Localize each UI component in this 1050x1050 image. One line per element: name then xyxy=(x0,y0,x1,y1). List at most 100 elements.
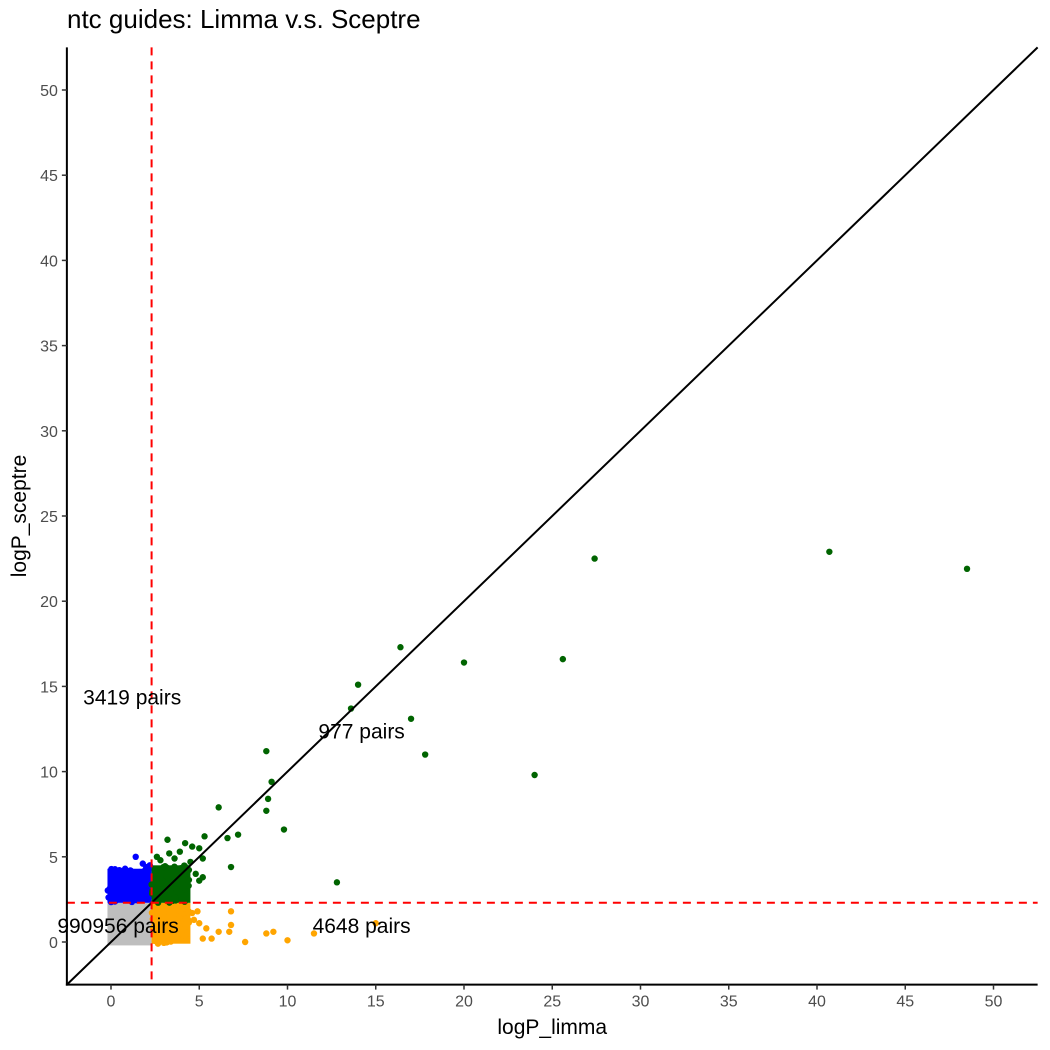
point xyxy=(124,884,131,892)
point-both_significant xyxy=(201,833,208,840)
x-tick-label: 10 xyxy=(279,994,297,1011)
point xyxy=(145,870,152,877)
point xyxy=(155,928,163,935)
y-tick-label: 10 xyxy=(40,765,58,782)
point-both_significant xyxy=(164,836,171,843)
point-limma_only xyxy=(263,930,270,937)
x-tick-label: 5 xyxy=(195,994,204,1011)
point-limma_only xyxy=(190,916,198,924)
scatter-points xyxy=(109,548,971,946)
point-both_significant xyxy=(153,853,161,860)
point xyxy=(149,924,157,931)
point-limma_only xyxy=(199,935,206,942)
point-both_significant xyxy=(160,863,168,871)
x-tick-label: 35 xyxy=(720,994,738,1011)
y-tick-label: 40 xyxy=(40,253,58,270)
y-tick-label: 35 xyxy=(40,339,58,356)
point xyxy=(181,862,188,869)
point xyxy=(167,911,175,919)
x-tick-label: 50 xyxy=(985,994,1003,1011)
point xyxy=(125,891,132,898)
y-tick-label: 0 xyxy=(49,935,58,952)
point xyxy=(130,883,137,891)
point-both_significant xyxy=(234,831,242,838)
point-both_significant xyxy=(531,771,538,779)
point xyxy=(110,891,117,899)
point-both_significant xyxy=(826,548,833,555)
point-both_significant xyxy=(176,848,184,855)
point xyxy=(157,880,165,887)
point xyxy=(104,887,111,894)
point-both_significant xyxy=(188,843,196,850)
point xyxy=(153,887,160,894)
x-tick-label: 40 xyxy=(808,994,826,1011)
x-tick-label: 30 xyxy=(632,994,650,1011)
annotation-neither: 990956 pairs xyxy=(57,915,178,938)
annotation-limma_only: 4648 pairs xyxy=(313,915,411,938)
point xyxy=(185,876,193,884)
point-limma_only xyxy=(227,921,235,929)
point-both_significant xyxy=(280,826,288,833)
point-both_significant xyxy=(192,870,199,878)
point xyxy=(113,886,121,893)
point-both_significant xyxy=(397,644,404,651)
x-tick-label: 25 xyxy=(543,994,561,1011)
point-both_significant xyxy=(591,555,598,562)
point-limma_only xyxy=(185,908,192,915)
point-limma_only xyxy=(284,937,291,944)
point-both_significant xyxy=(171,855,178,862)
point xyxy=(180,876,187,883)
point xyxy=(156,918,163,926)
point-both_significant xyxy=(268,778,275,786)
point-both_significant xyxy=(227,863,235,871)
y-tick-label: 20 xyxy=(40,594,58,611)
point-both_significant xyxy=(185,882,192,889)
x-tick-label: 20 xyxy=(455,994,473,1011)
point-both_significant xyxy=(354,681,362,688)
y-tick-label: 5 xyxy=(49,850,58,867)
point-both_significant xyxy=(264,795,272,803)
point-both_significant xyxy=(407,715,415,722)
point xyxy=(148,881,155,888)
x-tick-label: 15 xyxy=(367,994,385,1011)
point-both_significant xyxy=(421,751,429,758)
point-both_significant xyxy=(333,879,341,886)
point-both_significant xyxy=(963,565,971,573)
point-limma_only xyxy=(208,935,215,942)
y-axis-title: logP_sceptre xyxy=(8,455,31,578)
point-limma_only xyxy=(372,920,379,927)
point xyxy=(166,917,173,925)
point xyxy=(164,931,171,938)
point-both_significant xyxy=(224,834,231,842)
reference-lines xyxy=(66,46,1039,986)
axes: 0 5 10 15 20 25 30 35 40 45 50 0 5 10 15 20 25 30 35 40 45 50… xyxy=(8,47,1038,1039)
y-tick-label: 50 xyxy=(40,83,58,100)
point xyxy=(160,903,167,910)
point-both_significant xyxy=(181,839,189,847)
point xyxy=(108,865,115,873)
point xyxy=(170,865,177,872)
point-limma_only xyxy=(310,930,318,937)
point-sceptre_only xyxy=(121,865,129,872)
point xyxy=(171,894,178,901)
point xyxy=(165,874,172,881)
point-both_significant xyxy=(173,885,180,893)
point-limma_only xyxy=(196,920,203,927)
point xyxy=(153,873,160,880)
point-both_significant xyxy=(196,845,203,852)
point-both_significant xyxy=(460,659,468,666)
point-both_significant xyxy=(178,894,185,901)
point-limma_only xyxy=(226,928,233,935)
point-sceptre_only xyxy=(132,853,139,860)
point-both_significant xyxy=(166,850,173,857)
point xyxy=(118,887,125,894)
point-limma_only xyxy=(194,908,201,915)
annotation-both_significant: 977 pairs xyxy=(318,721,404,744)
diagonal-line xyxy=(66,46,1039,986)
point-limma_only xyxy=(227,908,235,915)
y-tick-label: 30 xyxy=(40,424,58,441)
point xyxy=(141,894,148,902)
point-both_significant xyxy=(263,747,270,755)
point-limma_only xyxy=(270,928,277,935)
